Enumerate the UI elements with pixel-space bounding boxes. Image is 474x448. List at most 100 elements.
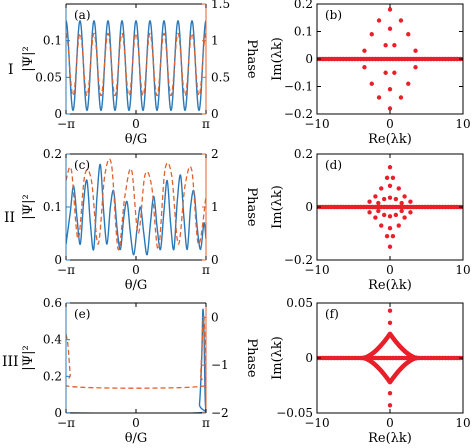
data-point-b-5: [406, 32, 411, 37]
data-point-b-6: [383, 43, 388, 48]
panel-label-d: (d): [325, 158, 342, 172]
y-tick-label-c-1: 0.1: [43, 200, 62, 214]
y-tick-label-d-0: −0.2: [284, 253, 313, 267]
data-point-d-11: [408, 199, 413, 204]
y-tick-label-e-0: 0: [54, 406, 62, 420]
data-point-b-3: [387, 26, 393, 31]
y-tick-label-f-1: 0: [305, 351, 313, 365]
plot-area-f: [317, 308, 463, 408]
data-point-b-13: [387, 87, 393, 92]
y-tick-label-c-0: 0: [54, 253, 62, 267]
data-point-d-29: [387, 214, 393, 219]
y-axis-label-a: |Ψ|²: [21, 46, 36, 71]
data-point-b-15: [406, 81, 411, 86]
panel-d: −10 0 10 −0.2 0 0.2 (d) Re(λk) Im(λk): [270, 147, 471, 293]
data-point-b-0: [387, 7, 393, 12]
y-tick-label-e-1: 0.2: [43, 369, 62, 383]
data-point-b-16: [383, 70, 388, 75]
y2-axis-label-a: Phase: [244, 39, 259, 79]
y-tick-label-a-1: 0.05: [35, 70, 62, 84]
x-axis-label-b: Re(λk): [368, 132, 412, 147]
x-axis-label-a: θ/G: [125, 132, 148, 147]
data-point-b-9: [413, 48, 418, 53]
data-point-b-2: [398, 18, 404, 23]
x-tick-label-b-1: 0: [386, 117, 394, 131]
data-point-b-10: [387, 106, 393, 111]
data-point-b-4: [369, 32, 374, 37]
x-axis-label-e: θ/G: [125, 431, 148, 446]
plot-area-c: [66, 158, 206, 256]
panel-e: −π 0 π00.20.40.60−1−2(e)θ/G|Ψ|² Phase: [21, 296, 259, 446]
data-point-d-21: [373, 215, 378, 220]
row-label-group: I II III: [2, 62, 19, 370]
y-tick-label-b-0: −0.2: [284, 107, 313, 121]
x-axis-label-c: θ/G: [125, 278, 148, 293]
x-axis-label-f: Re(λk): [368, 431, 412, 446]
data-point-f-2: [387, 320, 393, 325]
data-point-f-0: [387, 308, 393, 313]
y-axis-label-b: Im(λk): [270, 37, 285, 81]
plot-area-b: [317, 7, 463, 111]
y-tick-label-b-3: 0.1: [294, 25, 313, 39]
x-tick-label-d-1: 0: [386, 263, 394, 277]
series-line-e-0: [66, 308, 206, 413]
data-point-d-15: [387, 244, 393, 249]
x-axis-label-d: Re(λk): [368, 278, 412, 293]
data-point-b-12: [398, 95, 404, 100]
panel-label-b: (b): [325, 8, 342, 22]
data-point-b-18: [362, 65, 367, 70]
y2-tick-label-c-0: 0: [211, 253, 219, 267]
y2-tick-label-a-2: 1: [211, 34, 219, 48]
panel-label-a: (a): [74, 8, 91, 22]
y-tick-label-e-2: 0.4: [43, 333, 62, 347]
x-tick-label-a-2: π: [202, 117, 210, 131]
y2-tick-label-e-1: −1: [211, 358, 229, 372]
data-point-d-20: [387, 226, 393, 231]
data-point-d-16: [384, 233, 390, 239]
data-point-d-17: [390, 233, 396, 239]
data-point-d-3: [379, 186, 384, 191]
data-point-d-9: [393, 196, 399, 202]
data-point-b-14: [369, 81, 374, 86]
series-line-a-1: [66, 32, 206, 97]
x-tick-label-d-0: −10: [304, 263, 329, 277]
data-point-d-27: [376, 208, 381, 214]
data-point-d-4: [396, 186, 401, 191]
x-tick-label-f-0: −10: [304, 416, 329, 430]
data-point-d-28: [399, 208, 404, 214]
x-tick-label-c-2: π: [202, 263, 210, 277]
data-point-d-8: [381, 196, 387, 202]
data-point-d-7: [402, 194, 407, 199]
data-point-d-19: [396, 223, 401, 228]
y2-tick-label-c-2: 2: [211, 147, 219, 161]
x-tick-label-c-1: 0: [132, 263, 140, 277]
x-tick-label-e-1: 0: [132, 416, 140, 430]
data-point-d-5: [387, 183, 393, 188]
x-tick-label-b-2: 10: [455, 117, 470, 131]
y2-tick-label-a-3: 1.5: [211, 0, 230, 11]
series-line-c-1: [66, 158, 206, 251]
y2-tick-label-e-2: −2: [211, 406, 229, 420]
plot-area-d: [317, 165, 463, 249]
y-tick-label-b-2: 0: [305, 52, 313, 66]
x-tick-label-c-0: −π: [57, 263, 75, 277]
x-tick-label-a-0: −π: [57, 117, 75, 131]
data-point-d-14: [387, 195, 393, 200]
y-tick-label-a-0: 0: [54, 107, 62, 121]
series-line-e-1: [66, 315, 206, 399]
data-point-d-12: [376, 200, 381, 206]
plot-area-e: [66, 308, 206, 413]
data-point-d-10: [367, 199, 372, 204]
data-point-b-11: [376, 95, 382, 100]
panel-label-c: (c): [74, 158, 90, 172]
x-tick-label-f-2: 10: [455, 416, 470, 430]
y-tick-label-a-2: 0.1: [43, 34, 62, 48]
data-point-d-24: [393, 212, 399, 218]
row-label-II: II: [4, 210, 15, 226]
x-tick-label-e-2: π: [202, 416, 210, 430]
x-tick-label-f-1: 0: [386, 416, 394, 430]
y-tick-label-b-4: 0.2: [294, 0, 313, 11]
y-axis-label-c: |Ψ|²: [21, 194, 36, 219]
